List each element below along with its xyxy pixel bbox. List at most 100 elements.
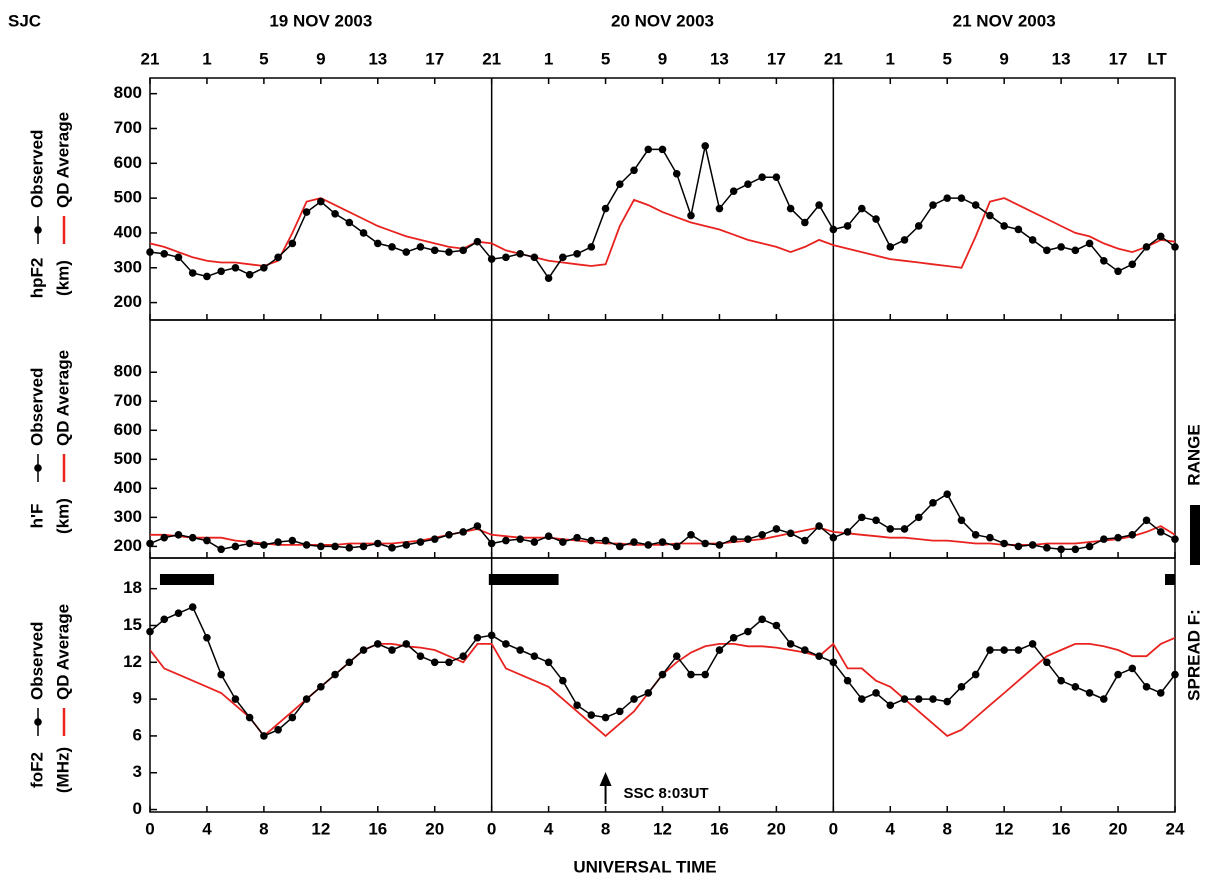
data-point <box>630 166 638 175</box>
data-point <box>872 215 880 223</box>
data-point <box>203 633 211 642</box>
data-point <box>1057 545 1065 554</box>
data-point <box>872 516 880 525</box>
y-tick-label: 0 <box>133 799 142 818</box>
data-point <box>1028 640 1037 648</box>
plot-frame <box>149 77 1176 321</box>
data-point <box>986 211 994 220</box>
range-label: RANGE <box>1184 424 1203 485</box>
legend-label: Observed <box>27 130 46 208</box>
data-point <box>516 646 524 654</box>
data-point <box>744 627 752 636</box>
data-point <box>630 695 638 703</box>
lt-tick-label: 5 <box>942 49 951 68</box>
lt-tick-label: 21 <box>482 49 501 68</box>
data-point <box>786 529 795 538</box>
data-point <box>445 530 453 539</box>
data-point <box>174 609 183 618</box>
data-point <box>1142 243 1151 251</box>
data-point <box>245 539 254 548</box>
y-tick-label: 200 <box>114 536 142 555</box>
data-point <box>1100 257 1108 265</box>
plot-frame <box>149 319 1176 559</box>
data-point <box>1043 246 1051 255</box>
lt-tick-label: 17 <box>1109 49 1128 68</box>
lt-tick-label: 1 <box>202 49 211 68</box>
data-point <box>715 646 724 654</box>
data-point <box>815 522 823 530</box>
data-point <box>459 246 467 255</box>
data-point <box>373 239 382 248</box>
annotation-text: SSC 8:03UT <box>624 785 709 802</box>
data-point <box>217 670 225 679</box>
data-point <box>1128 664 1137 673</box>
lt-tick-label: 1 <box>886 49 895 68</box>
data-point <box>1000 646 1008 654</box>
data-point <box>388 544 396 552</box>
data-point <box>544 658 553 667</box>
data-point <box>986 533 994 542</box>
data-point <box>1085 689 1094 697</box>
data-point <box>601 713 610 722</box>
data-point <box>943 697 952 706</box>
data-point <box>900 236 909 244</box>
x-tick-label: 20 <box>425 819 444 838</box>
data-point <box>231 695 240 703</box>
data-point <box>772 621 781 630</box>
data-point <box>188 269 197 277</box>
data-point <box>914 513 923 522</box>
data-point <box>687 670 695 679</box>
lt-tick-label: 21 <box>141 49 160 68</box>
legend-label: QD Average <box>53 604 72 700</box>
data-point <box>1156 528 1165 536</box>
data-point <box>459 652 467 660</box>
data-point <box>858 204 866 213</box>
data-point <box>943 490 952 498</box>
data-point <box>971 530 980 539</box>
data-point <box>487 255 496 263</box>
data-point <box>288 713 297 722</box>
data-point <box>274 253 282 262</box>
data-point <box>430 246 439 255</box>
data-point <box>786 204 795 213</box>
y-axis-label: (MHz) <box>53 747 72 793</box>
spread-f-bar <box>159 574 215 585</box>
data-point <box>843 528 852 536</box>
lt-tick-label: 9 <box>316 49 325 68</box>
y-axis-label: h'F <box>27 504 46 529</box>
data-point <box>559 676 567 685</box>
lt-tick-label: 17 <box>425 49 444 68</box>
data-point <box>146 248 154 256</box>
data-point <box>644 145 653 154</box>
data-point <box>758 615 766 624</box>
legend-entry: QD Average <box>53 112 72 244</box>
data-point <box>744 180 752 189</box>
x-tick-label: 8 <box>601 819 610 838</box>
x-tick-label: 24 <box>1166 819 1185 838</box>
data-point <box>858 513 866 522</box>
data-point <box>445 248 453 256</box>
y-tick-label: 600 <box>114 420 142 439</box>
data-point <box>559 253 567 262</box>
legend-entry: QD Average <box>53 604 72 736</box>
data-point <box>1142 683 1151 691</box>
data-point <box>1071 683 1080 691</box>
data-point <box>1114 670 1122 679</box>
x-tick-label: 16 <box>1052 819 1071 838</box>
x-tick-label: 0 <box>829 819 838 838</box>
data-point <box>573 250 581 258</box>
data-point <box>1071 246 1080 255</box>
legend-entry: QD Average <box>53 350 72 482</box>
data-point <box>872 689 880 697</box>
data-point <box>302 541 311 549</box>
data-point <box>715 204 724 213</box>
data-point <box>544 532 553 541</box>
data-point <box>1000 222 1008 230</box>
data-point <box>160 615 169 624</box>
data-point <box>914 222 923 230</box>
data-point <box>473 522 482 530</box>
data-point <box>587 243 596 251</box>
data-point <box>929 201 937 209</box>
data-point <box>160 533 169 542</box>
data-point <box>416 243 425 251</box>
